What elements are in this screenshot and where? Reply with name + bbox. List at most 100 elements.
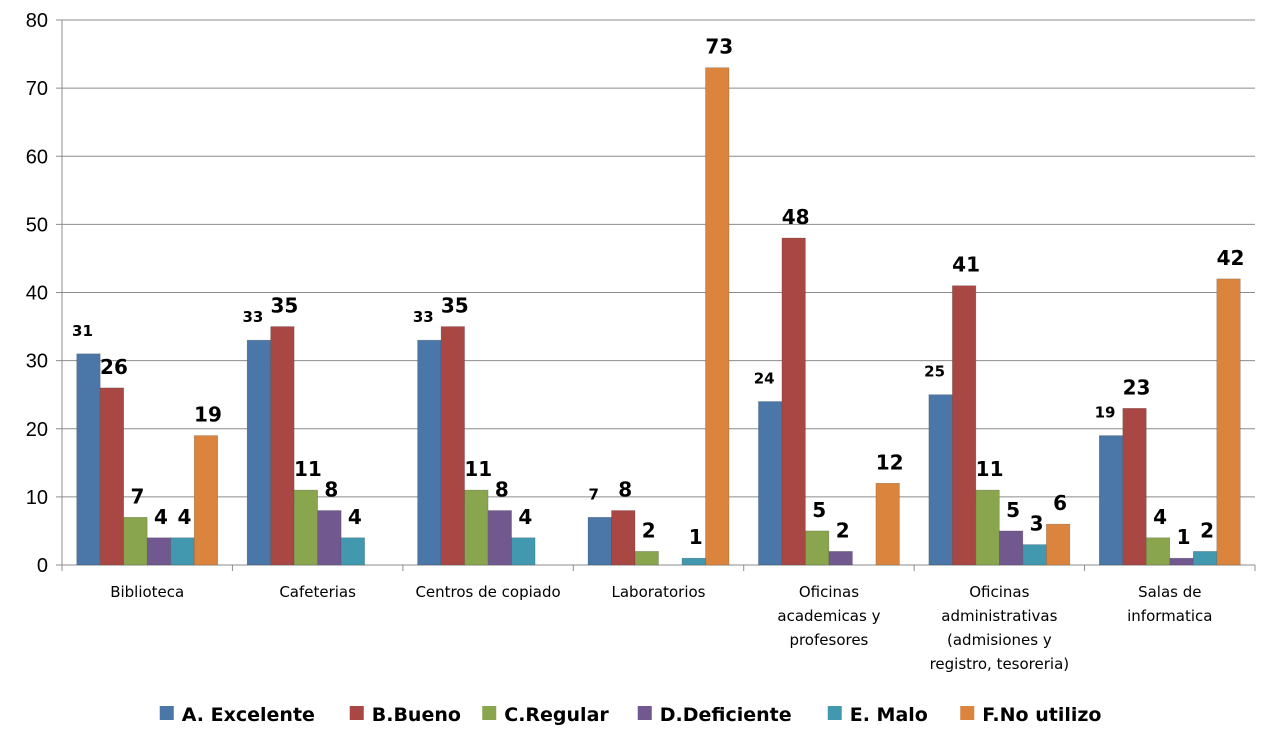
bar [875,482,900,566]
data-label: 4 [154,505,168,529]
data-label: 73 [705,35,733,59]
bar [317,510,342,566]
data-label: 41 [952,253,980,277]
legend-item: E. Malo [827,704,928,726]
data-label: 11 [976,457,1004,481]
data-label: 42 [1217,246,1245,270]
bar [1046,523,1071,566]
data-label: 6 [1053,491,1067,515]
data-label: 33 [413,308,434,326]
bar [611,510,636,566]
bar [1192,551,1218,566]
x-tick-label-line: Salas de [1138,583,1201,601]
legend-label: A. Excelente [182,704,315,726]
bar [681,557,706,566]
data-label: 23 [1123,375,1151,399]
y-tick-label: 30 [26,351,48,373]
legend-swatch [637,706,652,720]
x-tick-label-line: informatica [1127,607,1212,625]
bar [1022,544,1047,566]
data-label: 8 [618,478,632,502]
x-tick-label: Oficinas academicas y profesores [777,583,880,649]
legend-swatch [349,706,364,720]
data-label: 25 [924,363,945,381]
bar [146,537,172,566]
bar [123,517,148,566]
x-tick-label: Laboratorios [612,583,706,601]
data-label: 33 [242,308,263,326]
bar [440,326,465,566]
bar [828,551,853,566]
y-tick-label: 10 [26,487,48,509]
y-tick-label: 80 [26,10,48,32]
data-label: 8 [324,478,338,502]
bar [805,530,830,566]
data-label: 48 [782,205,810,229]
legend-label: E. Malo [850,704,928,726]
bar [99,387,125,566]
legend-item: C.Regular [482,704,609,726]
x-tick-label: Oficinas administrativas (admisiones y regi… [930,583,1070,673]
data-label: 4 [518,505,532,529]
bar [587,517,612,566]
legend-swatch [482,706,497,720]
bar [487,510,512,566]
x-tick-label-line: profesores [789,631,868,649]
y-tick-label: 20 [26,419,48,441]
data-label: 4 [178,505,192,529]
bar [781,237,806,566]
legend: A. Excelente B.Bueno C.Regular D.Deficiente… [159,704,1101,726]
data-label: 2 [642,518,656,542]
x-tick-label: Salas de informatica [1127,583,1212,625]
bar [1098,435,1124,566]
y-tick-label: 0 [37,555,48,577]
y-tick-label: 70 [26,78,48,100]
data-label: 35 [270,294,298,318]
data-label: 12 [876,450,904,474]
bar [928,394,953,566]
data-label: 1 [1177,525,1191,549]
bar [634,551,659,566]
bar [1122,408,1147,566]
legend-swatch [159,706,174,720]
bar [975,489,1000,566]
bar [340,537,365,566]
x-tick-label-line: administrativas [941,607,1057,625]
legend-swatch [827,706,842,720]
x-tick-label-line: Oficinas [799,583,859,601]
bar [1145,537,1171,566]
data-label: 5 [812,498,826,522]
legend-swatch [960,706,975,720]
data-label: 11 [464,457,492,481]
x-tick-label: Biblioteca [110,583,184,601]
bar [1169,557,1194,566]
x-tick-label-line: Biblioteca [110,583,184,601]
bars [76,67,1241,566]
legend-label: F.No utilizo [982,704,1101,726]
bar [758,401,783,566]
x-tick-label-line: Oficinas [969,583,1029,601]
data-label: 31 [72,322,93,340]
legend-item: B.Bueno [349,704,461,726]
y-tick-label: 40 [26,283,48,305]
bar [952,285,977,566]
data-label: 26 [100,355,128,379]
legend-item: A. Excelente [159,704,315,726]
bar [417,339,442,566]
y-tick-label: 60 [26,146,48,168]
data-label: 19 [1095,404,1116,422]
x-tick-label-line: academicas y [777,607,880,625]
x-tick-label-line: (admisiones y [947,631,1052,649]
bar [76,353,101,566]
x-tick-label-line: Cafeterias [279,583,356,601]
data-label: 2 [1200,518,1214,542]
data-label: 11 [294,457,322,481]
grid-lines [62,19,1255,498]
data-label: 4 [348,505,362,529]
data-label: 24 [754,370,775,388]
legend-item: F.No utilizo [960,704,1101,726]
data-label: 35 [441,294,469,318]
x-tick-label-line: Centros de copiado [415,583,560,601]
bar [170,537,195,566]
